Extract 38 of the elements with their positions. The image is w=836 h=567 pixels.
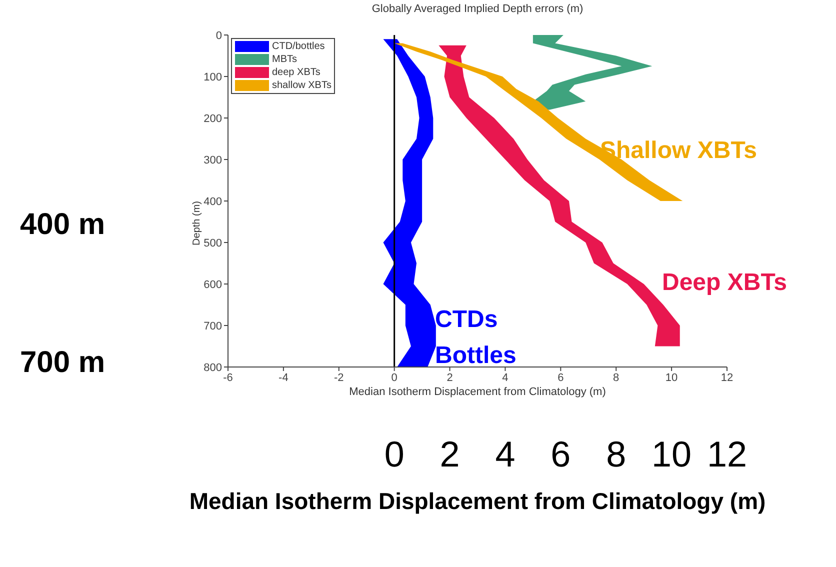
- x2-tick-label: 12: [706, 434, 748, 475]
- text: 700 m: [20, 345, 106, 381]
- x2-tick-label: 6: [550, 434, 571, 475]
- x2-tick-label: 0: [384, 434, 404, 475]
- x2-axis-title: Median Isotherm Displacement from Climatology (m): [189, 488, 766, 514]
- legend-label: MBTs: [272, 54, 297, 65]
- y-tick-label: 600: [204, 278, 222, 291]
- x-tick-label: 10: [665, 372, 678, 384]
- x-tick-label: -2: [334, 372, 344, 384]
- y-tick-label: 100: [204, 71, 222, 84]
- x-axis-title: Median Isotherm Displacement from Climatology (m): [349, 386, 606, 398]
- y-tick-label: 200: [204, 112, 222, 125]
- y-tick-label: 0: [216, 30, 222, 42]
- y-tick-label: 300: [204, 154, 222, 166]
- chart-title: Globally Averaged Implied Depth errors (m): [370, 3, 584, 15]
- y-tick-label: 700: [204, 320, 222, 332]
- text: 400 m: [20, 207, 106, 243]
- legend-label: deep XBTs: [272, 67, 320, 78]
- annotation: CTDs Bottles: [435, 306, 516, 369]
- x-tick-label: 6: [558, 372, 564, 384]
- x-tick-label: 2: [446, 372, 453, 384]
- x-tick-label: -4: [278, 372, 288, 384]
- x2-tick-label: 8: [606, 434, 626, 475]
- y-tick-label: 400: [204, 196, 222, 208]
- x-tick-label: 0: [391, 372, 398, 384]
- x-tick-label: 12: [720, 372, 734, 384]
- x-tick-label: 4: [502, 372, 508, 384]
- y-axis-title: Depth (m): [192, 201, 203, 246]
- legend-label: CTD/bottles: [272, 41, 325, 52]
- y-tick-label: 500: [204, 237, 222, 250]
- x2-tick-label: 10: [652, 434, 692, 475]
- y-tick-label: 800: [204, 362, 222, 374]
- x-tick-label: 8: [613, 372, 620, 384]
- x2-tick-label: 2: [440, 434, 460, 475]
- x2-tick-label: 4: [495, 434, 516, 475]
- annotation: Deep XBTs: [662, 268, 787, 298]
- x-tick-label: -6: [223, 372, 233, 384]
- legend-label: shallow XBTs: [272, 80, 332, 91]
